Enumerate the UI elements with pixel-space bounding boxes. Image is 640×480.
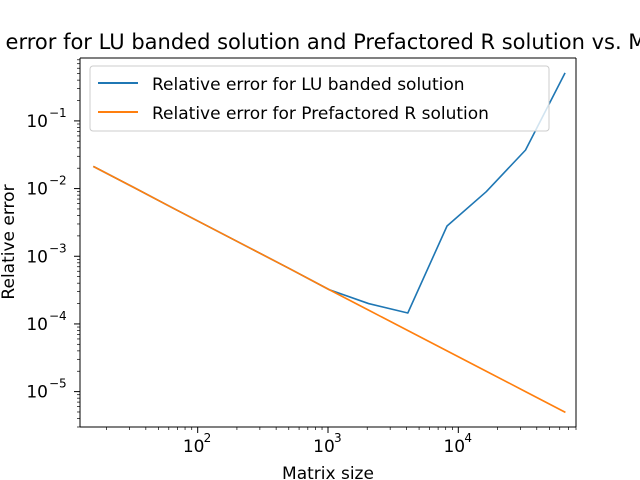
legend-box [89,65,550,132]
y-tick-label: 10 [26,247,48,267]
y-tick-label: 10 [26,180,48,200]
y-axis-label: Relative error [0,184,19,299]
series-line-1 [92,165,566,414]
x-tick-label: 10 [183,437,205,457]
x-ticks: 10 2 10 3 10 4 [106,427,577,457]
x-axis-label: Matrix size [282,464,374,480]
y-tick-label-exponent: −4 [49,309,67,323]
x-tick-label: 10 [313,437,335,457]
y-tick-label-exponent: −5 [49,377,67,391]
y-tick-label: 10 [26,315,48,335]
x-tick-label-exponent: 4 [464,431,472,445]
x-tick-label: 10 [443,437,465,457]
y-tick-label-exponent: −1 [49,106,67,120]
y-ticks: 10−510−410−310−210−1 [26,59,80,428]
x-tick-label-exponent: 2 [204,431,212,445]
y-tick-label: 10 [26,112,48,132]
y-tick-label-exponent: −2 [49,174,67,188]
chart-title: Relative error for LU banded solution an… [0,30,640,54]
legend-label-lu: Relative error for LU banded solution [152,75,465,95]
series-layer [92,72,566,414]
y-tick-label: 10 [26,383,48,403]
y-tick-label-exponent: −3 [49,241,67,255]
x-tick-label-exponent: 3 [334,431,342,445]
legend-label-prefactored: Relative error for Prefactored R solutio… [152,104,489,124]
legend: Relative error for LU banded solution Re… [89,65,550,132]
